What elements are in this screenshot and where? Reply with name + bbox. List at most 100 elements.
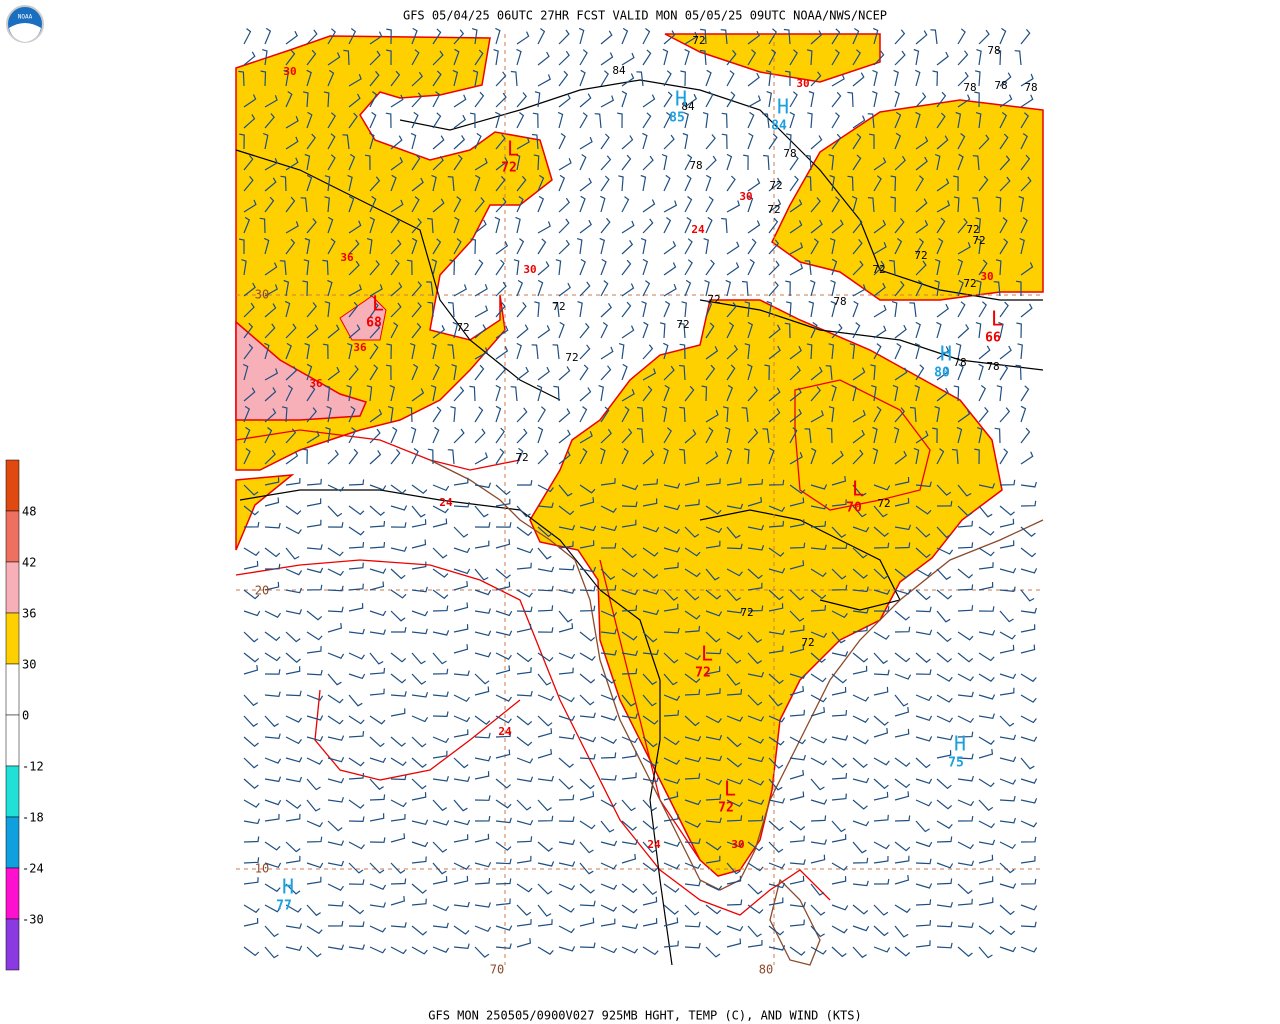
wind-barb [558,794,575,801]
temp-contour [235,379,931,916]
wind-barb [915,156,928,171]
wind-barb [243,799,260,808]
wind-barb [974,70,981,87]
wind-barb [285,568,303,576]
wind-barb [999,540,1015,549]
wind-barb [495,498,511,507]
wind-barb [264,497,280,507]
wind-barb [621,772,637,780]
wind-barb [474,608,491,614]
wind-barb [348,772,365,780]
wind-barb [348,220,362,234]
wind-barb [873,669,890,676]
wind-barb [558,715,576,722]
wind-barb [390,522,407,528]
wind-barb [810,279,816,297]
wind-barb [663,813,679,822]
wind-barb [558,157,572,171]
wind-barb [600,694,618,701]
height-label: 78 [1024,81,1037,94]
wind-barb [516,589,533,598]
wind-barb [852,526,870,533]
wind-barb [264,669,281,675]
wind-barb [747,652,763,665]
wind-barb [705,216,713,234]
wind-barb [804,260,812,276]
wind-barb [936,610,951,623]
wind-barb [999,567,1017,574]
wind-barb [558,667,574,675]
wind-barb [872,90,878,108]
wind-barb [825,365,833,381]
wind-barb [474,324,487,339]
wind-barb [558,70,569,87]
wind-barb [600,406,610,423]
wind-barb [495,817,512,824]
wind-barb [600,447,606,465]
wind-barb [579,585,596,592]
wind-barb [537,919,553,927]
wind-barb [579,364,589,381]
center-value: 84 [771,119,787,134]
wind-barb [432,70,442,87]
wind-barb [957,279,964,297]
wind-barb [306,820,324,828]
wind-barb [999,518,1015,528]
wind-barb [642,589,660,595]
wind-barb [411,111,419,129]
colorbar-swatch [5,663,20,716]
wind-barb [747,428,759,444]
wind-barb [260,70,267,87]
warm-area [529,299,1003,877]
wind-barb [936,942,953,949]
wind-barb [495,749,511,759]
wind-barb [474,174,481,192]
wind-barb [894,841,911,852]
wind-barb [558,408,571,423]
wind-barb [1020,836,1037,843]
wind-barb [936,303,949,318]
wind-barb [306,631,323,641]
wind-barb [285,477,301,486]
wind-barb [831,219,844,234]
wind-barb [726,344,738,360]
wind-barb [243,155,254,171]
wind-barb [537,673,552,686]
wind-barb [720,29,728,45]
wind-barb [495,134,506,150]
wind-barb [768,345,781,360]
wind-barb [726,322,735,339]
wind-barb [495,778,511,789]
wind-barb [852,115,866,129]
wind-barb [621,853,637,864]
wind-barb [684,838,701,844]
wind-barb [369,216,376,234]
wind-barb [453,834,469,843]
wind-barb [474,833,490,843]
wind-barb [369,925,387,933]
wind-barb [264,177,277,192]
wind-barb [1020,217,1028,234]
wind-barb [537,652,554,662]
wind-barb [348,427,357,444]
wind-barb [663,483,681,489]
wind-barb [385,112,392,129]
wind-barb [474,630,492,637]
wind-barb [914,384,921,402]
wind-barb [348,153,356,171]
wind-barb [558,174,566,192]
wind-barb [768,239,780,255]
wind-barb [453,238,462,255]
wind-barb [894,524,912,531]
wind-barb [430,384,437,402]
colorbar-label: 36 [22,607,36,621]
wind-barb [598,385,604,402]
wind-barb [768,547,785,557]
wind-barb [999,27,1007,45]
wind-barb [453,501,470,508]
wind-barb [789,154,799,171]
wind-barb [327,522,344,528]
wind-barb [789,859,806,865]
wind-barb [789,408,802,423]
wind-barb [516,547,534,554]
